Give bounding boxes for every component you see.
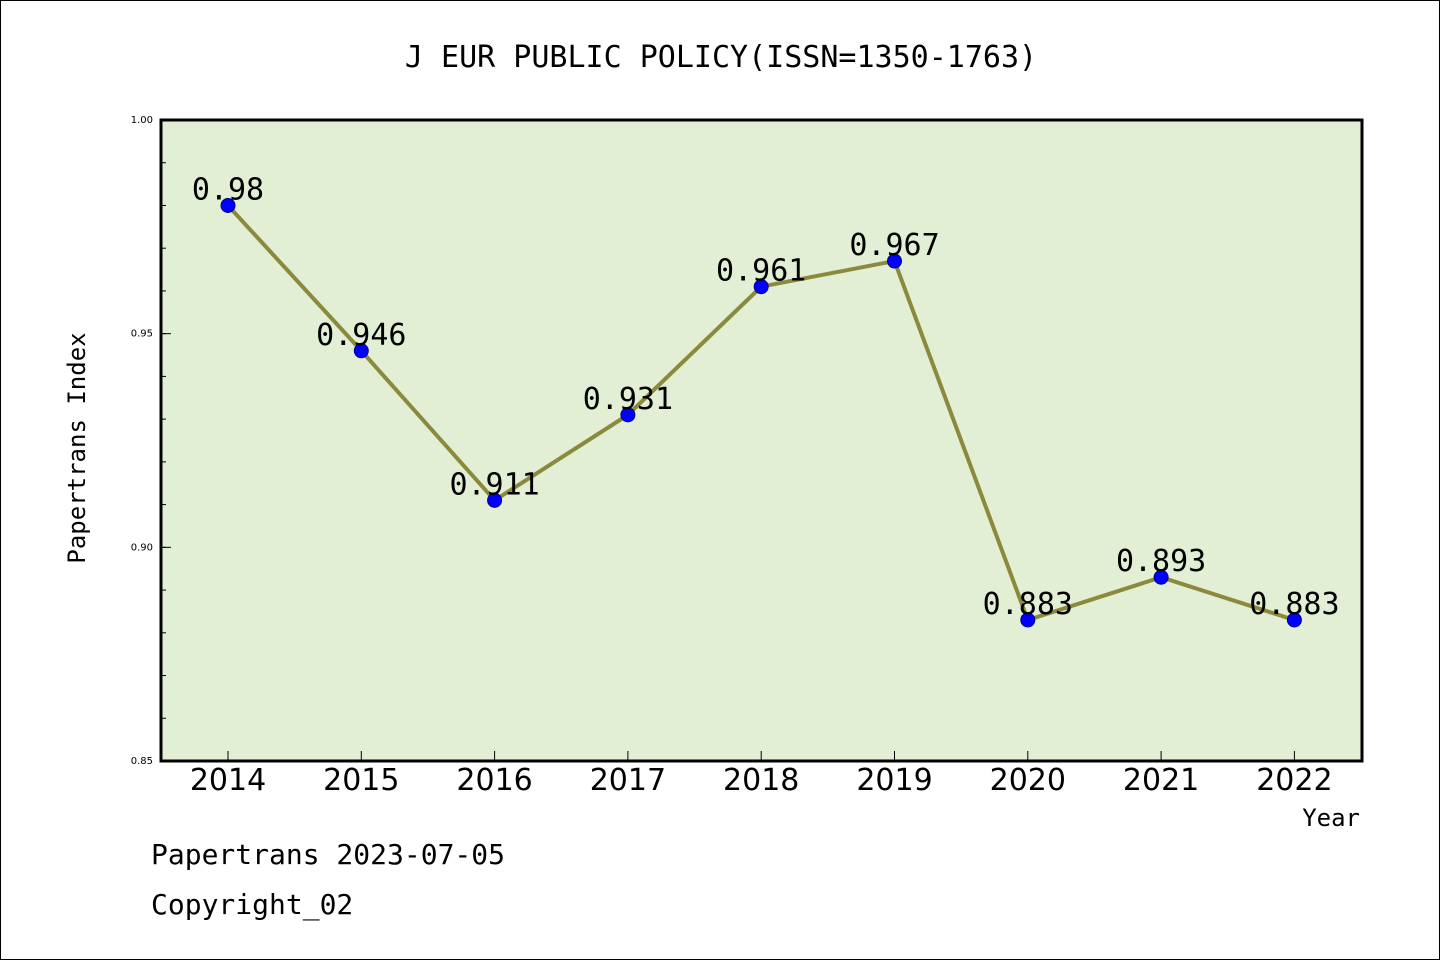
x-tick-label: 2022	[1256, 763, 1332, 798]
x-tick-label: 2019	[856, 763, 932, 798]
data-label: 0.961	[716, 254, 806, 289]
y-tick-label: 0.85	[131, 756, 153, 767]
data-point	[353, 343, 369, 359]
data-label: 0.946	[316, 318, 406, 353]
x-axis-label: Year	[1302, 804, 1360, 832]
data-label: 0.893	[1116, 544, 1206, 579]
data-label: 0.911	[449, 467, 539, 502]
data-point	[1020, 612, 1036, 628]
data-labels: 0.98 0.946 0.911 0.931 0.961 0.967 0.883 0.893 0…	[192, 172, 1340, 622]
y-tick-label: 1.00	[131, 115, 153, 126]
data-label: 0.931	[583, 382, 673, 417]
y-axis-label: Papertrans Index	[63, 332, 91, 563]
data-label: 0.883	[983, 587, 1073, 622]
y-tick-label: 0.90	[131, 542, 153, 553]
chart-title: J EUR PUBLIC POLICY(ISSN=1350-1763)	[405, 40, 1037, 75]
data-label: 0.883	[1249, 587, 1339, 622]
plot-area	[159, 118, 1364, 763]
footer-copyright: Copyright_02	[151, 888, 353, 922]
y-axis: 0.85 0.90 0.95 1.00	[131, 115, 171, 767]
data-point	[1286, 612, 1302, 628]
x-tick-label: 2015	[323, 763, 399, 798]
data-point	[887, 253, 902, 269]
data-point	[753, 279, 769, 295]
x-tick-label: 2020	[990, 763, 1066, 798]
data-point	[487, 492, 503, 508]
footer-date: Papertrans 2023-07-05	[151, 838, 505, 871]
x-axis: 2014 2015 2016 2017 2018 2019 2020 2021 2022	[190, 751, 1333, 798]
x-tick-label: 2014	[190, 763, 266, 798]
data-label: 0.967	[849, 228, 939, 263]
y-tick-label: 0.95	[131, 329, 153, 340]
data-point	[1153, 569, 1169, 585]
data-point	[220, 197, 236, 213]
x-tick-label: 2021	[1123, 763, 1199, 798]
data-label: 0.98	[192, 172, 264, 207]
x-tick-label: 2017	[590, 763, 666, 798]
data-point	[620, 407, 636, 423]
x-tick-label: 2016	[456, 763, 532, 798]
data-points	[220, 197, 1302, 628]
x-tick-label: 2018	[723, 763, 799, 798]
